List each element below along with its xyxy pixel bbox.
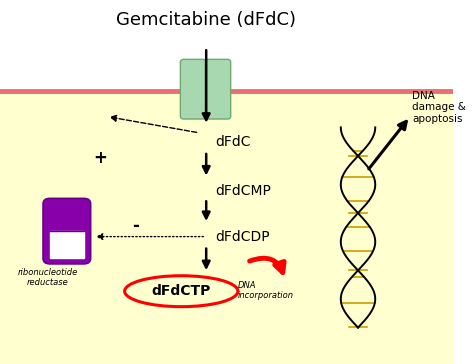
- Text: dFdCTP: dFdCTP: [152, 284, 211, 298]
- Text: DNA
incorporation: DNA incorporation: [238, 281, 294, 300]
- FancyBboxPatch shape: [43, 198, 91, 264]
- Text: ribonucleotide
reductase: ribonucleotide reductase: [18, 268, 78, 287]
- Text: DNA
damage &
apoptosis: DNA damage & apoptosis: [412, 91, 466, 124]
- Text: dFdCDP: dFdCDP: [215, 230, 270, 244]
- Text: dFdC: dFdC: [215, 135, 251, 149]
- Text: Gemcitabine (dFdC): Gemcitabine (dFdC): [116, 11, 296, 29]
- Text: -: -: [133, 217, 139, 235]
- Text: +: +: [93, 149, 107, 167]
- Bar: [0, 91, 453, 364]
- Bar: [0, 0, 453, 91]
- Ellipse shape: [125, 276, 238, 306]
- Text: dFdCMP: dFdCMP: [215, 184, 271, 198]
- FancyBboxPatch shape: [181, 59, 206, 119]
- FancyBboxPatch shape: [205, 59, 231, 119]
- Bar: [50, 231, 84, 258]
